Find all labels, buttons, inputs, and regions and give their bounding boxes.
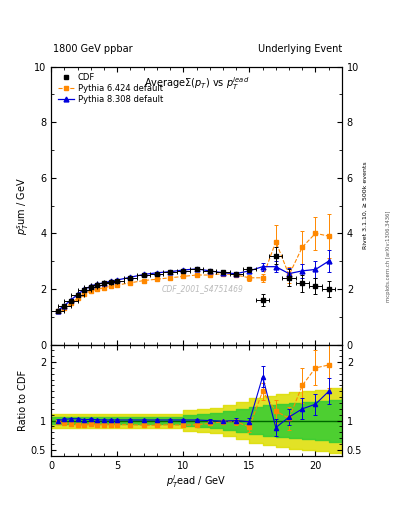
Pythia 6.424 default [75, 295, 80, 302]
X-axis label: $p_T^l$ead / GeV: $p_T^l$ead / GeV [166, 473, 227, 490]
Pythia 8.308 default [208, 268, 212, 274]
Pythia 6.424 default [88, 288, 93, 294]
Pythia 8.308 default [234, 270, 239, 276]
Text: Average$\Sigma(p_T)$ vs $p_T^{lead}$: Average$\Sigma(p_T)$ vs $p_T^{lead}$ [144, 75, 249, 92]
Pythia 6.424 default [326, 233, 331, 239]
Pythia 8.308 default [75, 291, 80, 297]
CDF [128, 275, 133, 281]
CDF [181, 268, 185, 274]
Pythia 6.424 default [274, 239, 278, 245]
Pythia 6.424 default [194, 272, 199, 278]
Legend: CDF, Pythia 6.424 default, Pythia 8.308 default: CDF, Pythia 6.424 default, Pythia 8.308 … [54, 70, 166, 108]
CDF [102, 280, 107, 286]
Text: mcplots.cern.ch [arXiv:1306.3436]: mcplots.cern.ch [arXiv:1306.3436] [386, 210, 391, 302]
CDF [194, 266, 199, 272]
Pythia 8.308 default [181, 267, 185, 273]
Pythia 6.424 default [181, 273, 185, 280]
Pythia 6.424 default [95, 286, 100, 292]
Pythia 6.424 default [154, 276, 159, 282]
Line: Pythia 8.308 default: Pythia 8.308 default [55, 259, 331, 313]
CDF [274, 252, 278, 259]
Pythia 8.308 default [95, 281, 100, 287]
Pythia 8.308 default [247, 268, 252, 274]
Pythia 6.424 default [128, 280, 133, 286]
Pythia 6.424 default [62, 305, 67, 311]
Pythia 8.308 default [108, 278, 113, 284]
Pythia 8.308 default [55, 308, 60, 314]
Pythia 8.308 default [300, 268, 305, 274]
CDF [55, 308, 60, 314]
CDF [208, 268, 212, 274]
Pythia 8.308 default [115, 277, 119, 283]
Pythia 6.424 default [102, 285, 107, 291]
Pythia 8.308 default [88, 283, 93, 289]
CDF [108, 279, 113, 285]
CDF [220, 269, 225, 275]
Pythia 8.308 default [82, 286, 86, 292]
Pythia 8.308 default [286, 270, 291, 276]
Pythia 8.308 default [326, 258, 331, 264]
CDF [286, 275, 291, 281]
Y-axis label: Rivet 3.1.10, ≥ 500k events: Rivet 3.1.10, ≥ 500k events [363, 162, 368, 249]
CDF [168, 269, 173, 275]
Line: CDF: CDF [55, 253, 331, 313]
Pythia 6.424 default [168, 275, 173, 281]
Pythia 8.308 default [260, 264, 265, 270]
Pythia 6.424 default [208, 272, 212, 278]
CDF [234, 270, 239, 276]
CDF [62, 303, 67, 309]
Pythia 8.308 default [128, 274, 133, 280]
Pythia 8.308 default [154, 270, 159, 276]
CDF [300, 280, 305, 286]
CDF [141, 272, 146, 278]
Pythia 8.308 default [168, 269, 173, 275]
Pythia 6.424 default [260, 275, 265, 281]
CDF [95, 282, 100, 288]
CDF [115, 278, 119, 284]
Pythia 6.424 default [234, 272, 239, 278]
Pythia 6.424 default [300, 244, 305, 250]
Pythia 6.424 default [286, 272, 291, 278]
Y-axis label: Ratio to CDF: Ratio to CDF [18, 370, 28, 431]
Line: Pythia 6.424 default: Pythia 6.424 default [55, 231, 331, 313]
Y-axis label: $p_T^s$um / GeV: $p_T^s$um / GeV [16, 177, 31, 234]
Pythia 8.308 default [220, 270, 225, 276]
CDF [82, 287, 86, 293]
Pythia 8.308 default [274, 264, 278, 270]
Pythia 6.424 default [247, 275, 252, 281]
Pythia 6.424 default [141, 278, 146, 284]
Pythia 8.308 default [141, 271, 146, 278]
CDF [88, 284, 93, 290]
Pythia 8.308 default [62, 303, 67, 309]
Pythia 8.308 default [194, 266, 199, 272]
Pythia 8.308 default [102, 280, 107, 286]
Pythia 6.424 default [82, 291, 86, 297]
Pythia 8.308 default [313, 266, 318, 272]
CDF [75, 292, 80, 298]
Pythia 6.424 default [115, 282, 119, 288]
CDF [68, 297, 73, 304]
CDF [326, 286, 331, 292]
Text: Underlying Event: Underlying Event [258, 44, 342, 54]
Pythia 6.424 default [108, 283, 113, 289]
CDF [260, 297, 265, 303]
CDF [313, 283, 318, 289]
Pythia 6.424 default [220, 270, 225, 276]
Pythia 6.424 default [55, 308, 60, 314]
Text: CDF_2001_S4751469: CDF_2001_S4751469 [162, 284, 243, 293]
CDF [154, 270, 159, 276]
Text: 1800 GeV ppbar: 1800 GeV ppbar [53, 44, 133, 54]
Pythia 8.308 default [68, 297, 73, 303]
CDF [247, 266, 252, 272]
Pythia 6.424 default [313, 230, 318, 237]
Pythia 6.424 default [68, 301, 73, 307]
